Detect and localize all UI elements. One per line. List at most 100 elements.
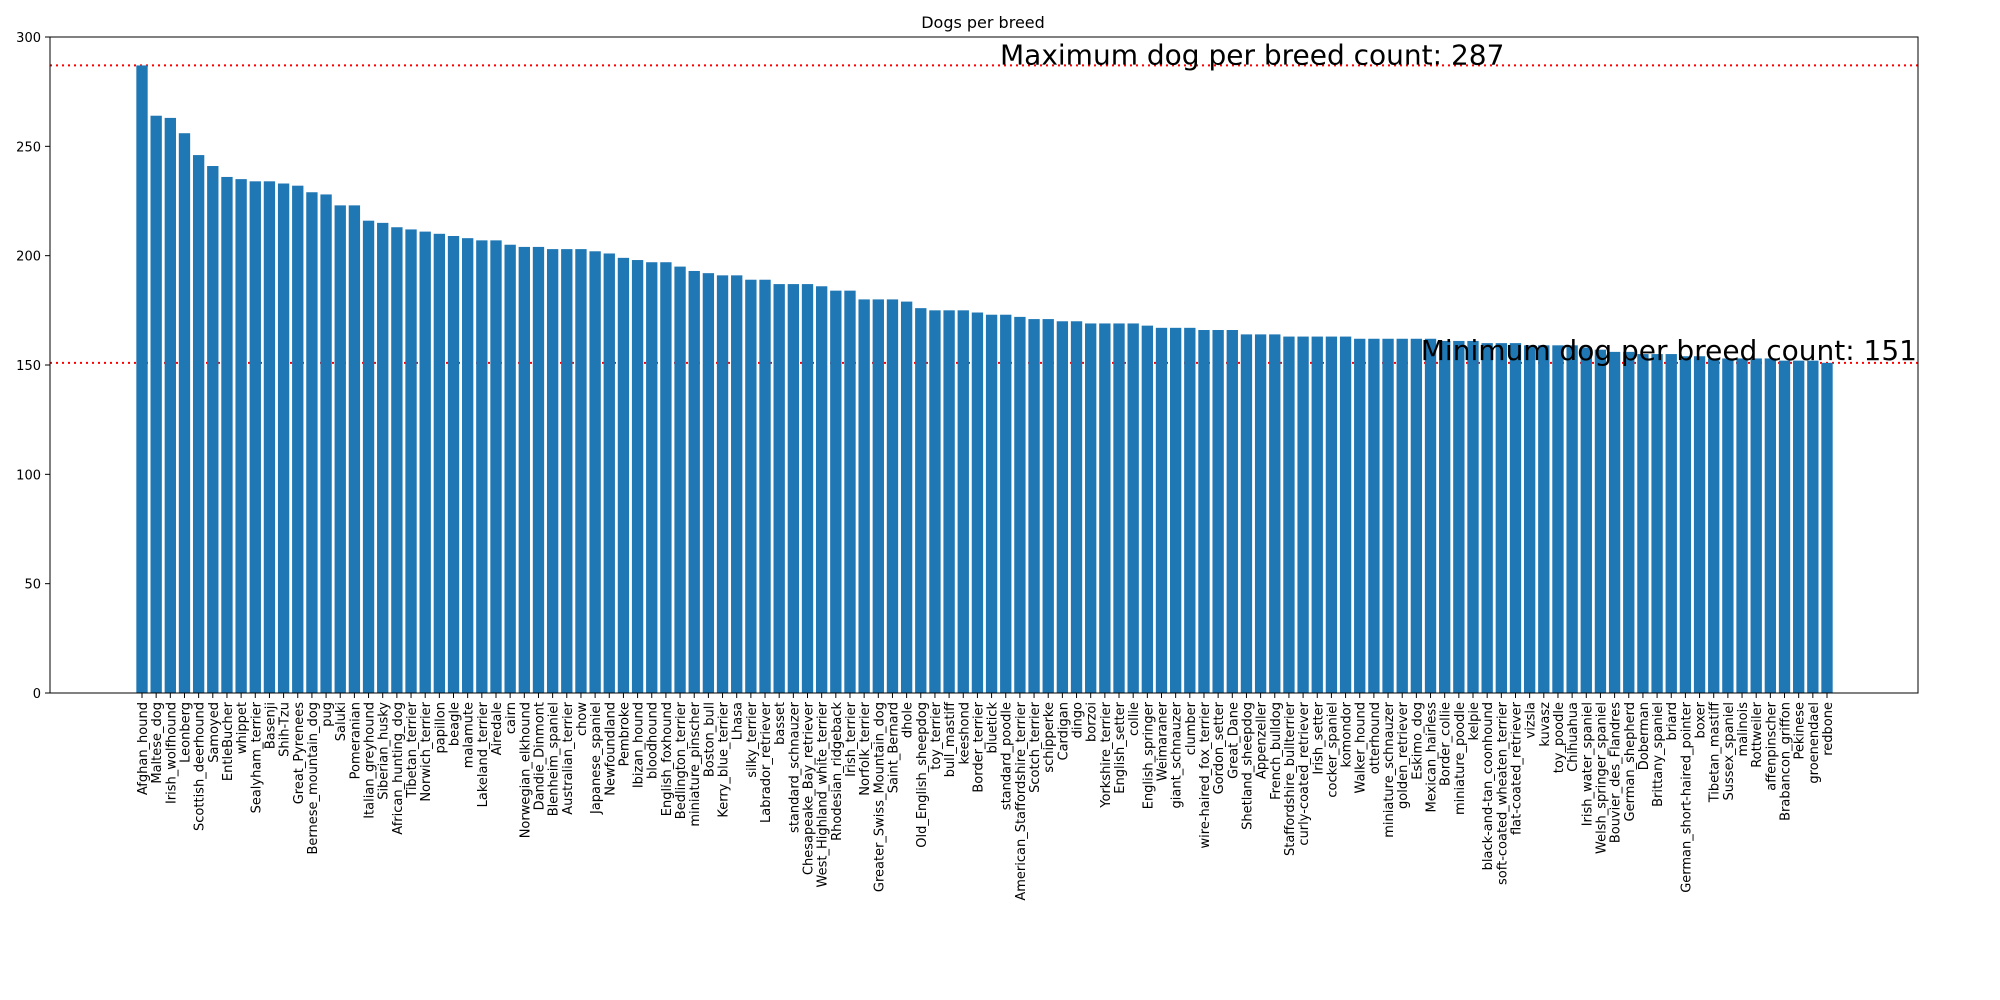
y-tick-label: 250 — [16, 140, 41, 155]
x-tick-label: collie — [1127, 702, 1142, 736]
bar — [589, 251, 601, 694]
bar — [872, 299, 884, 693]
x-tick-label: cocker_spaniel — [1325, 702, 1340, 798]
x-tick-label: Sealyham_terrier — [249, 701, 264, 813]
x-tick-label: Brabancon_griffon — [1779, 702, 1794, 821]
bar — [1481, 343, 1493, 693]
x-tick-label: Boston_bull — [702, 702, 717, 777]
bar — [830, 290, 842, 693]
bar — [1807, 360, 1819, 693]
x-tick-label: groenendael — [1807, 702, 1822, 784]
x-tick-label: Great_Dane — [1226, 702, 1241, 779]
x-tick-label: Sussex_spaniel — [1722, 702, 1737, 800]
x-tick-label: EntleBucher — [221, 701, 236, 781]
x-tick-label: Rhodesian_ridgeback — [830, 702, 845, 841]
bar — [603, 253, 615, 694]
bar — [1424, 338, 1437, 693]
x-tick-label: chow — [575, 702, 590, 736]
bar — [1722, 358, 1734, 693]
chart-title: Dogs per breed — [921, 13, 1045, 32]
x-tick-label: vizsla — [1524, 702, 1539, 738]
bar — [320, 194, 332, 693]
bar — [447, 235, 460, 694]
y-tick-label: 0 — [33, 687, 41, 702]
bar — [844, 290, 856, 693]
bar — [1325, 336, 1338, 693]
x-tick-label: Japanese_spaniel — [589, 702, 604, 815]
bar — [886, 299, 899, 693]
x-tick-label: Australian_terrier — [561, 701, 576, 814]
bar — [1127, 323, 1139, 693]
bar — [943, 310, 955, 693]
bar — [1382, 338, 1394, 693]
bar — [787, 284, 800, 693]
x-tick-label: Walker_hound — [1354, 702, 1369, 793]
bar — [745, 279, 757, 693]
x-tick-label: Scotch_terrier — [1028, 701, 1043, 793]
bar — [731, 275, 743, 693]
bar — [1651, 354, 1663, 693]
x-tick-label: Basenji — [263, 702, 278, 749]
bar — [476, 240, 488, 694]
bar — [1453, 340, 1465, 693]
bar — [178, 133, 191, 693]
x-tick-label: whippet — [235, 702, 250, 754]
y-tick-label: 300 — [16, 31, 41, 46]
x-tick-label: Leonberg — [178, 702, 193, 763]
x-tick-label: standard_schnauzer — [787, 701, 802, 833]
x-tick-label: silky_terrier — [745, 701, 760, 777]
bar — [900, 301, 913, 693]
x-tick-label: cairn — [504, 702, 519, 734]
x-tick-label: Saint_Bernard — [886, 702, 901, 793]
bar — [136, 65, 148, 694]
x-tick-label: redbone — [1821, 702, 1836, 756]
y-tick-label: 100 — [16, 468, 41, 483]
x-axis: Afghan_hound Maltese_dog Irish_wolfhound Le… — [136, 693, 1836, 901]
x-tick-label: Pomeranian — [348, 702, 363, 779]
x-tick-label: Eskimo_dog — [1410, 702, 1425, 780]
bar — [207, 166, 219, 693]
x-tick-label: dingo — [1071, 702, 1086, 738]
bar — [1410, 338, 1423, 693]
bar — [1523, 345, 1536, 693]
bar — [1085, 323, 1097, 693]
bar — [1042, 319, 1054, 693]
bar — [433, 233, 446, 694]
x-tick-label: wire-haired_fox_terrier — [1198, 701, 1213, 848]
bar — [292, 185, 304, 693]
x-tick-label: Great_Pyrenees — [292, 702, 307, 805]
bar — [1623, 351, 1635, 693]
x-tick-label: basset — [773, 702, 788, 745]
x-tick-label: affenpinscher — [1764, 701, 1779, 790]
bar — [617, 257, 630, 693]
annotations: Maximum dog per breed count: 287 Minimum … — [1000, 38, 1917, 366]
x-tick-label: Shih-Tzu — [278, 702, 293, 757]
bar — [985, 314, 998, 693]
bar — [504, 244, 516, 694]
bar — [1283, 336, 1295, 693]
x-tick-label: Kerry_blue_terrier — [717, 701, 732, 817]
bar — [490, 240, 502, 694]
bar — [150, 115, 162, 694]
bar — [1509, 343, 1522, 693]
bar — [1467, 340, 1479, 693]
x-tick-label: English_springer — [1141, 701, 1156, 809]
x-tick-label: Labrador_retriever — [759, 701, 774, 823]
bar — [1821, 362, 1833, 693]
x-tick-label: kuvasz — [1538, 702, 1553, 747]
bar — [1566, 345, 1578, 693]
bar — [1297, 336, 1309, 693]
bar — [164, 117, 176, 693]
bar — [1637, 354, 1649, 693]
x-tick-label: Scottish_deerhound — [193, 702, 208, 831]
x-tick-label: Bernese_mountain_dog — [306, 702, 321, 855]
x-tick-label: Irish_setter — [1311, 701, 1326, 774]
bar — [348, 205, 361, 693]
bar — [971, 312, 984, 693]
x-tick-label: bloodhound — [646, 702, 661, 779]
x-tick-label: Irish_wolfhound — [164, 702, 179, 804]
bar — [1693, 356, 1706, 693]
x-tick-label: Tibetan_terrier — [405, 701, 420, 798]
x-tick-label: Newfoundland — [603, 702, 618, 796]
